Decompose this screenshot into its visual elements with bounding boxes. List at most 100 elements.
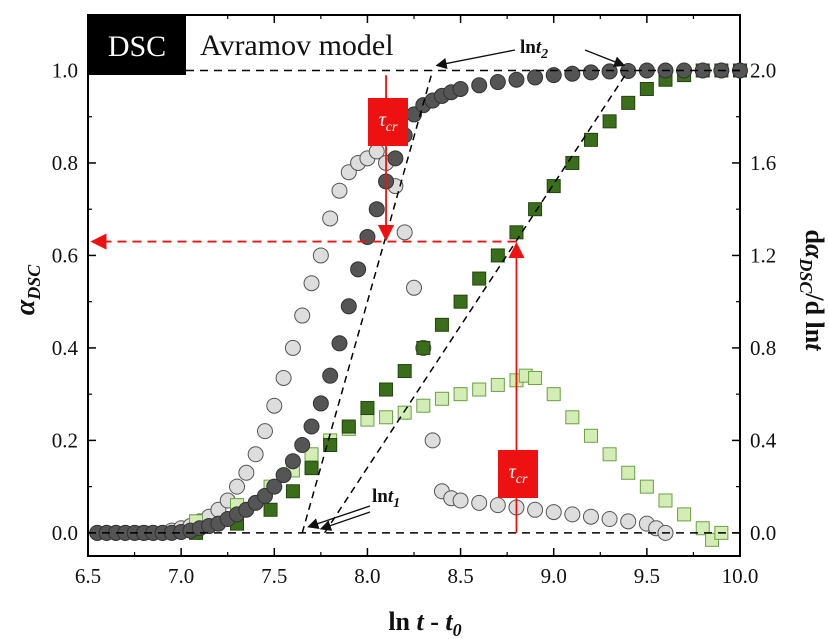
- xrd-rate-point: [621, 465, 636, 480]
- dsc-alpha-point: [545, 67, 562, 84]
- xrd-alpha-point: [434, 317, 449, 332]
- y-right-tick-label: 2.0: [750, 58, 776, 82]
- y-right-tick-label: 0.0: [750, 521, 776, 545]
- dsc-rate-point: [322, 210, 339, 227]
- dsc-alpha-point: [284, 453, 301, 470]
- dsc-alpha-point: [350, 261, 367, 278]
- xrd-rate-point: [602, 447, 617, 462]
- xrd-alpha-point: [639, 81, 654, 96]
- xrd-rate-point: [304, 447, 319, 462]
- dsc-tangent-line: [301, 70, 434, 534]
- xrd-rate-point: [360, 412, 375, 427]
- dsc-alpha-point: [452, 80, 469, 97]
- xrd-alpha-point: [472, 271, 487, 286]
- xrd-alpha-point: [263, 502, 278, 517]
- axis-ticks: 6.5 7.0 7.5 8.0 8.5 9.0 9.5 10.0 0.0 0.2 0.4 0.6 0.8…: [52, 15, 777, 588]
- x-tick-label: 9.0: [541, 564, 567, 588]
- y-left-tick-label: 1.0: [52, 58, 78, 82]
- x-tick-label: 6.5: [75, 564, 101, 588]
- dsc-rate-point: [424, 432, 441, 449]
- xrd-rate-point: [583, 428, 598, 443]
- xrd-alpha-point: [341, 419, 356, 434]
- dsc-alpha-point: [471, 77, 488, 94]
- dsc-alpha-point: [601, 63, 618, 80]
- dsc-rate-point: [266, 397, 283, 414]
- dsc-alpha-point: [527, 69, 544, 86]
- lnt1-arrow-a: [307, 505, 371, 529]
- dsc-rate-point: [564, 506, 581, 523]
- svg-text:τcr: τcr: [379, 109, 398, 135]
- y-axis-left-label: αDSC: [10, 264, 44, 316]
- xrd-alpha-point: [621, 95, 636, 110]
- lnt1-label: lnt1: [372, 486, 400, 511]
- y-left-tick-label: 0.8: [52, 151, 78, 175]
- dsc-alpha-point: [508, 71, 525, 88]
- lnt2-arrow-b: [584, 49, 626, 67]
- dsc-alpha-point: [387, 150, 404, 167]
- x-tick-label: 10.0: [722, 564, 759, 588]
- y-left-tick-label: 0.0: [52, 521, 78, 545]
- dsc-rate-point: [294, 307, 311, 324]
- y-right-tick-label: 0.4: [750, 428, 777, 452]
- dsc-alpha-point: [340, 298, 357, 315]
- xrd-rate-point: [397, 405, 412, 420]
- xrd-rate-point: [695, 521, 710, 536]
- xrd-alpha-point: [304, 461, 319, 476]
- xrd-rate-point: [565, 410, 580, 425]
- xrd-alpha-point: [602, 114, 617, 129]
- dsc-alpha-point: [331, 335, 348, 352]
- xrd-alpha-point: [490, 248, 505, 263]
- x-tick-label: 7.0: [168, 564, 194, 588]
- lnt2-label: lnt2: [520, 37, 548, 62]
- dsc-rate-point: [527, 501, 544, 518]
- x-tick-label: 9.5: [634, 564, 660, 588]
- xrd-rate-point: [416, 398, 431, 413]
- dsc-rate-point: [545, 504, 562, 521]
- xrd-alpha-point: [285, 484, 300, 499]
- y-left-tick-label: 0.4: [52, 336, 79, 360]
- y-axis-right-label: dαDSC/d lnt: [796, 230, 829, 352]
- data-markers: [89, 62, 748, 547]
- dsc-alpha-point: [275, 467, 292, 484]
- dsc-rate-point: [452, 492, 469, 509]
- dsc-rate-point: [238, 464, 255, 481]
- dsc-rate-point: [303, 275, 320, 292]
- xrd-rate-point: [639, 479, 654, 494]
- dsc-alpha-point: [489, 74, 506, 91]
- dsc-alpha-point: [322, 367, 339, 384]
- dsc-alpha-point: [266, 478, 283, 495]
- x-tick-label: 8.0: [354, 564, 380, 588]
- x-axis-label: ln t - t0: [388, 607, 461, 639]
- xrd-alpha-point: [565, 155, 580, 170]
- y-right-tick-label: 1.2: [750, 243, 776, 267]
- xrd-alpha-point: [453, 294, 468, 309]
- xrd-alpha-point: [583, 132, 598, 147]
- xrd-alpha-point: [416, 340, 431, 355]
- dsc-alpha-point: [582, 64, 599, 81]
- dsc-rate-point: [247, 446, 264, 463]
- xrd-tangent-line: [323, 70, 629, 534]
- xrd-rate-point: [658, 493, 673, 508]
- xrd-rate-point: [472, 382, 487, 397]
- lnt2-arrow-a: [435, 49, 516, 70]
- dsc-alpha-point: [564, 65, 581, 82]
- dsc-rate-point: [229, 478, 246, 495]
- xrd-alpha-point: [509, 225, 524, 240]
- dsc-rate-point: [620, 513, 637, 530]
- xrd-rate-point: [490, 377, 505, 392]
- xrd-alpha-point: [397, 364, 412, 379]
- dsc-rate-point: [284, 339, 301, 356]
- xrd-alpha-point: [379, 382, 394, 397]
- xrd-alpha-point: [323, 438, 338, 453]
- xrd-rate-point: [453, 387, 468, 402]
- dsc-alpha-point: [294, 437, 311, 454]
- dsc-rate-point: [256, 423, 273, 440]
- dsc-rate-point: [471, 494, 488, 511]
- xrd-alpha-point: [360, 401, 375, 416]
- xrd-rate-point: [379, 410, 394, 425]
- y-right-tick-label: 0.8: [750, 336, 776, 360]
- xrd-rate-point: [528, 370, 543, 385]
- dsc-rate-point: [275, 369, 292, 386]
- xrd-rate-point: [677, 507, 692, 522]
